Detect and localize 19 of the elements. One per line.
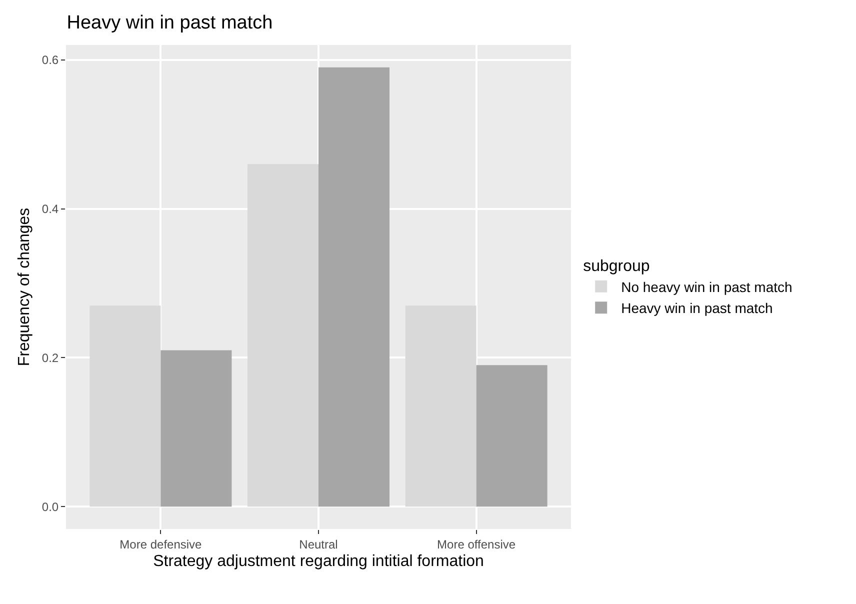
x-axis-title: Strategy adjustment regarding intitial formation	[153, 553, 484, 570]
bar	[318, 67, 390, 507]
bar	[405, 306, 476, 507]
y-tick-label: 0.2	[42, 350, 59, 365]
x-tick-label: More offensive	[437, 537, 516, 552]
x-tick-label: More defensive	[120, 537, 202, 552]
legend-label: No heavy win in past match	[621, 278, 792, 295]
y-tick-label: 0.4	[42, 202, 59, 216]
y-tick-label: 0.0	[42, 500, 59, 514]
bar	[476, 365, 548, 507]
bar	[247, 164, 318, 507]
legend-label: Heavy win in past match	[621, 300, 773, 316]
bar	[90, 306, 161, 507]
y-axis-title: Frequency of changes	[16, 208, 33, 366]
bar	[160, 350, 232, 507]
x-tick-label: Neutral	[299, 537, 338, 552]
y-tick-label: 0.6	[42, 53, 59, 68]
chart-title: Heavy win in past match	[66, 12, 273, 34]
legend-title: subgroup	[583, 258, 650, 275]
